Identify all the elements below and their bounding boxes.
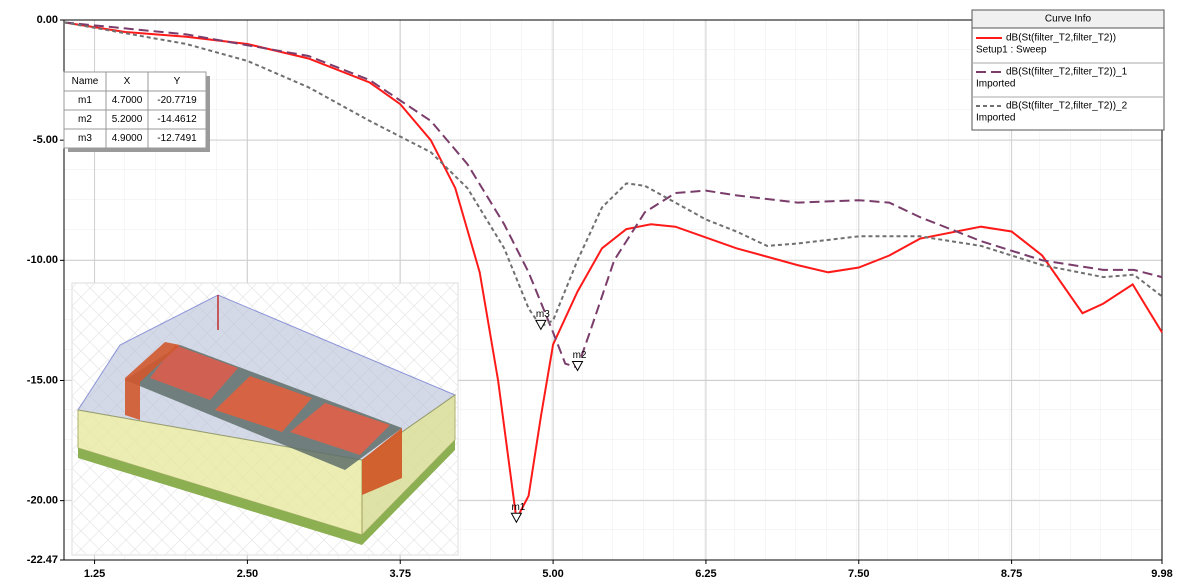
- legend-source: Setup1 : Sweep: [976, 45, 1047, 56]
- legend-entry: dB(St(filter_T2,filter_T2))_2: [1006, 101, 1128, 112]
- x-tick-label: 5.00: [542, 568, 563, 580]
- legend: Curve Info dB(St(filter_T2,filter_T2))Set…: [972, 10, 1164, 130]
- table-cell-text: m1: [78, 95, 92, 106]
- table-cell-text: -12.7491: [157, 133, 197, 144]
- legend-entry: dB(St(filter_T2,filter_T2))_1: [1006, 67, 1128, 78]
- x-tick-label: 9.98: [1151, 568, 1172, 580]
- table-cell-text: m2: [78, 114, 92, 125]
- legend-entry: dB(St(filter_T2,filter_T2)): [1006, 33, 1116, 44]
- y-tick-label: -10.00: [27, 254, 58, 266]
- table-cell-text: -14.4612: [157, 114, 197, 125]
- table-cell-text: -20.7719: [157, 95, 197, 106]
- table-header: Name: [72, 76, 99, 87]
- table-cell-text: 4.7000: [112, 95, 143, 106]
- table-cell-text: 4.9000: [112, 133, 143, 144]
- x-tick-label: 8.75: [1001, 568, 1022, 580]
- legend-source: Imported: [976, 113, 1015, 124]
- marker-table: Name X Ym1 4.7000 -20.7719 m2 5.2000 -14.4612 m3…: [64, 72, 210, 152]
- x-tick-label: 3.75: [390, 568, 411, 580]
- marker-label: m3: [536, 309, 550, 320]
- y-tick-label: -20.00: [27, 495, 58, 507]
- marker-label: m2: [573, 350, 587, 361]
- x-tick-label: 1.25: [84, 568, 105, 580]
- table-header: X: [124, 76, 131, 87]
- legend-source: Imported: [976, 79, 1015, 90]
- table-header: Y: [174, 76, 181, 87]
- chart: 0.00 -5.00 -10.00 -15.00 -20.00 -22.47 1.25 2.5…: [0, 0, 1178, 583]
- page: 0.00 -5.00 -10.00 -15.00 -20.00 -22.47 1.25 2.5…: [0, 0, 1178, 583]
- marker-label: m1: [511, 502, 525, 513]
- table-cell-text: m3: [78, 133, 92, 144]
- x-tick-label: 7.50: [848, 568, 869, 580]
- y-tick-label: -5.00: [33, 134, 58, 146]
- y-tick-label: -22.47: [27, 554, 58, 566]
- y-tick-label: 0.00: [37, 14, 58, 26]
- legend-title: Curve Info: [1045, 14, 1092, 25]
- y-tick-label: -15.00: [27, 374, 58, 386]
- inset-model-view: [72, 283, 458, 555]
- table-cell-text: 5.2000: [112, 114, 143, 125]
- x-tick-label: 6.25: [695, 568, 716, 580]
- x-tick-label: 2.50: [237, 568, 258, 580]
